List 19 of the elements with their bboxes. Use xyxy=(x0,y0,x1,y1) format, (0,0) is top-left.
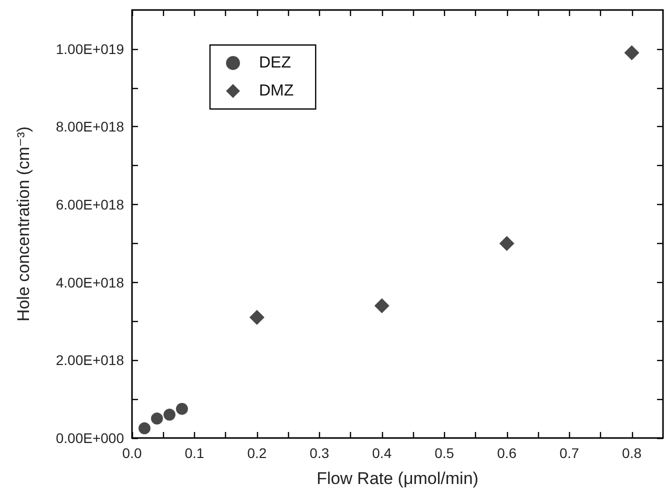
x-tick-label: 0.0 xyxy=(122,445,142,461)
y-tick-label: 1.00E+019 xyxy=(56,40,124,57)
y-tick-label: 0.00E+000 xyxy=(56,430,124,446)
x-tick-label: 0.1 xyxy=(184,445,204,461)
legend-label: DMZ xyxy=(259,82,294,100)
x-tick-label: 0.5 xyxy=(434,445,454,461)
y-tick-label: 2.00E+018 xyxy=(56,352,124,368)
y-tick-label: 8.00E+018 xyxy=(56,118,124,135)
y-tick-label: 4.00E+018 xyxy=(56,274,124,290)
y-tick-label: 6.00E+018 xyxy=(56,196,124,213)
x-tick-label: 0.7 xyxy=(560,445,580,461)
y-axis-title: Hole concentration (cm⁻³) xyxy=(14,126,33,322)
legend-label: DEZ xyxy=(259,54,292,72)
x-tick-label: 0.2 xyxy=(247,445,267,461)
x-axis-title: Flow Rate (μmol/min) xyxy=(316,469,478,488)
x-tick-label: 0.8 xyxy=(622,445,642,461)
x-tick-label: 0.4 xyxy=(372,445,392,461)
x-tick-label: 0.3 xyxy=(310,445,330,461)
x-tick-label: 0.6 xyxy=(497,445,517,461)
